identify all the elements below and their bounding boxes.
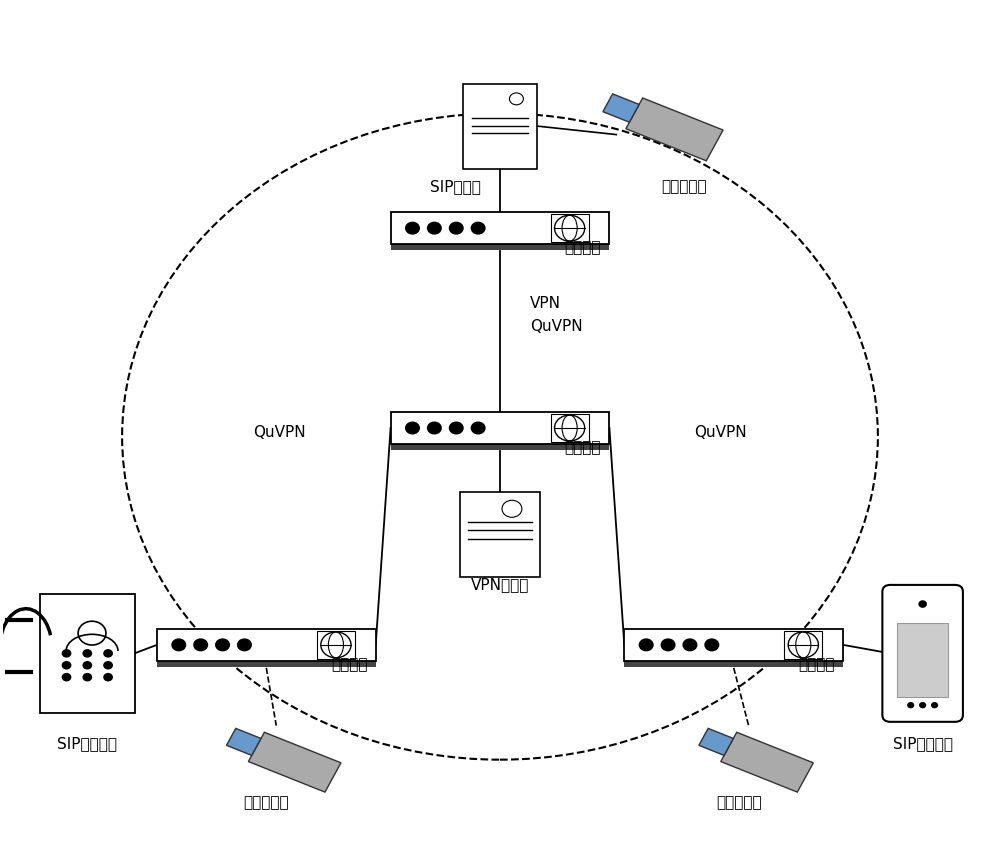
- Circle shape: [554, 215, 585, 241]
- FancyBboxPatch shape: [40, 594, 135, 713]
- Circle shape: [83, 650, 91, 657]
- Circle shape: [78, 621, 106, 645]
- Circle shape: [471, 223, 485, 234]
- Circle shape: [62, 674, 71, 681]
- Circle shape: [554, 415, 585, 441]
- Text: SIP座机电话: SIP座机电话: [57, 736, 117, 751]
- FancyBboxPatch shape: [460, 492, 540, 577]
- FancyBboxPatch shape: [882, 585, 963, 722]
- Circle shape: [908, 703, 914, 708]
- Text: 量子密鑰卡: 量子密鑰卡: [243, 795, 289, 811]
- Circle shape: [83, 662, 91, 669]
- Circle shape: [502, 500, 522, 517]
- Text: 虚拟网卡: 虚拟网卡: [565, 240, 601, 255]
- Text: 虚拟网卡: 虚拟网卡: [798, 657, 835, 672]
- FancyBboxPatch shape: [624, 628, 843, 661]
- Circle shape: [932, 703, 937, 708]
- Text: VPN服务器: VPN服务器: [471, 577, 529, 591]
- Text: QuVPN: QuVPN: [253, 425, 306, 441]
- Circle shape: [321, 632, 351, 657]
- Polygon shape: [227, 728, 261, 755]
- Circle shape: [406, 223, 419, 234]
- Circle shape: [920, 703, 926, 708]
- Circle shape: [683, 639, 697, 651]
- Circle shape: [83, 674, 91, 681]
- Text: QuVPN: QuVPN: [530, 319, 582, 334]
- FancyBboxPatch shape: [391, 212, 609, 244]
- Circle shape: [172, 639, 186, 651]
- Circle shape: [406, 422, 419, 434]
- Circle shape: [471, 422, 485, 434]
- FancyBboxPatch shape: [157, 661, 376, 667]
- Circle shape: [449, 223, 463, 234]
- Circle shape: [509, 93, 523, 104]
- Circle shape: [238, 639, 251, 651]
- Circle shape: [449, 422, 463, 434]
- Text: SIP移动电话: SIP移动电话: [893, 736, 953, 751]
- Text: 量子密鑰卡: 量子密鑰卡: [716, 795, 761, 811]
- Text: QuVPN: QuVPN: [694, 425, 747, 441]
- Circle shape: [428, 422, 441, 434]
- Circle shape: [62, 662, 71, 669]
- Circle shape: [705, 639, 719, 651]
- FancyBboxPatch shape: [157, 628, 376, 661]
- Circle shape: [104, 662, 112, 669]
- FancyBboxPatch shape: [897, 622, 948, 697]
- Text: 虚拟网卡: 虚拟网卡: [565, 440, 601, 455]
- Text: 量子密鑰卡: 量子密鑰卡: [661, 179, 707, 193]
- FancyBboxPatch shape: [391, 444, 609, 450]
- Circle shape: [788, 632, 818, 657]
- FancyBboxPatch shape: [391, 244, 609, 250]
- Polygon shape: [699, 728, 733, 755]
- Text: SIP服务站: SIP服务站: [430, 179, 481, 193]
- Circle shape: [216, 639, 229, 651]
- Polygon shape: [248, 732, 341, 792]
- Circle shape: [919, 601, 926, 607]
- Circle shape: [104, 674, 112, 681]
- Polygon shape: [721, 732, 813, 792]
- Circle shape: [639, 639, 653, 651]
- Polygon shape: [626, 98, 723, 161]
- Circle shape: [104, 650, 112, 657]
- Circle shape: [428, 223, 441, 234]
- Circle shape: [62, 650, 71, 657]
- Text: 虚拟网卡: 虚拟网卡: [331, 657, 367, 672]
- Circle shape: [661, 639, 675, 651]
- Polygon shape: [603, 94, 639, 122]
- Circle shape: [194, 639, 207, 651]
- Text: VPN: VPN: [530, 296, 561, 312]
- FancyBboxPatch shape: [463, 84, 537, 169]
- FancyBboxPatch shape: [624, 661, 843, 667]
- FancyBboxPatch shape: [391, 412, 609, 444]
